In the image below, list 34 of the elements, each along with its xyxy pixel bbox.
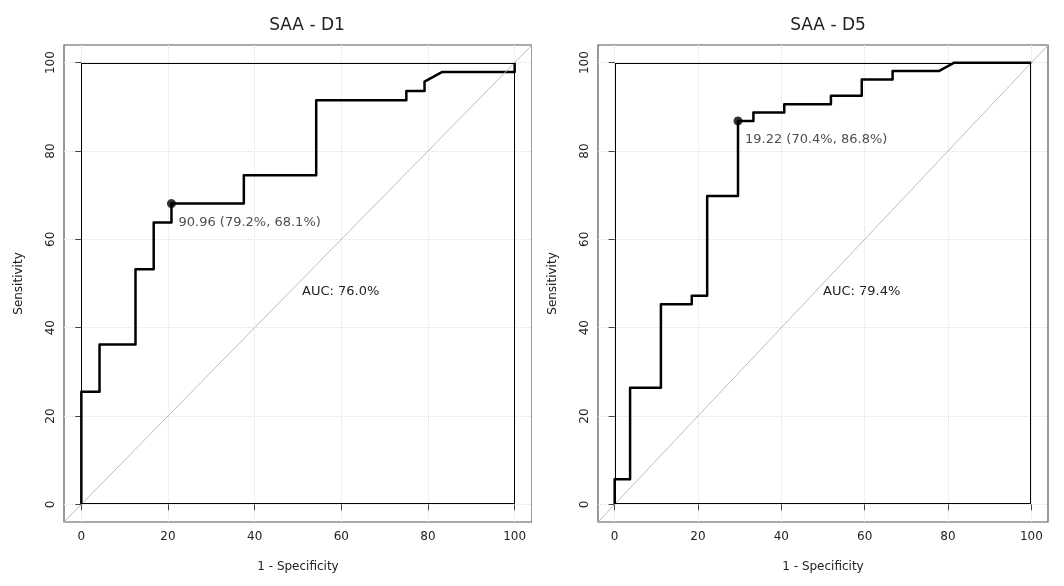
chart-title: SAA - D1 (269, 13, 345, 34)
y-tick-label: 60 (43, 231, 57, 247)
annotation: AUC: 76.0% (302, 282, 380, 298)
x-tick-label: 60 (333, 529, 349, 543)
x-tick-label: 40 (247, 529, 263, 543)
x-tick-label: 60 (857, 529, 873, 543)
y-tick-label: 20 (577, 408, 591, 424)
x-tick-label: 20 (690, 529, 706, 543)
x-axis-title: 1 - Specificity (782, 559, 864, 573)
y-tick-label: 40 (43, 320, 57, 336)
y-tick-label: 20 (43, 408, 57, 424)
annotation: 90.96 (79.2%, 68.1%) (178, 214, 321, 230)
x-tick-label: 0 (77, 529, 86, 543)
y-tick-label: 0 (577, 500, 591, 509)
y-tick-label: 100 (577, 51, 591, 75)
y-tick-label: 100 (43, 51, 57, 75)
y-tick-label: 60 (577, 231, 591, 247)
annotation: AUC: 79.4% (823, 282, 901, 298)
y-tick-label: 0 (43, 500, 57, 509)
y-axis-title: Sensitivity (545, 252, 559, 315)
x-tick-label: 100 (503, 529, 527, 543)
x-tick-label: 80 (940, 529, 956, 543)
y-axis-title: Sensitivity (11, 252, 25, 315)
x-tick-label: 20 (160, 529, 176, 543)
y-tick-label: 40 (577, 320, 591, 336)
x-tick-label: 80 (420, 529, 436, 543)
annotation: 19.22 (70.4%, 86.8%) (745, 131, 888, 147)
x-tick-label: 40 (773, 529, 789, 543)
x-tick-label: 100 (1019, 529, 1043, 543)
chart-title: SAA - D5 (790, 13, 866, 34)
y-tick-label: 80 (43, 143, 57, 159)
y-tick-label: 80 (577, 143, 591, 159)
x-axis-title: 1 - Specificity (257, 559, 339, 573)
x-tick-label: 0 (610, 529, 619, 543)
